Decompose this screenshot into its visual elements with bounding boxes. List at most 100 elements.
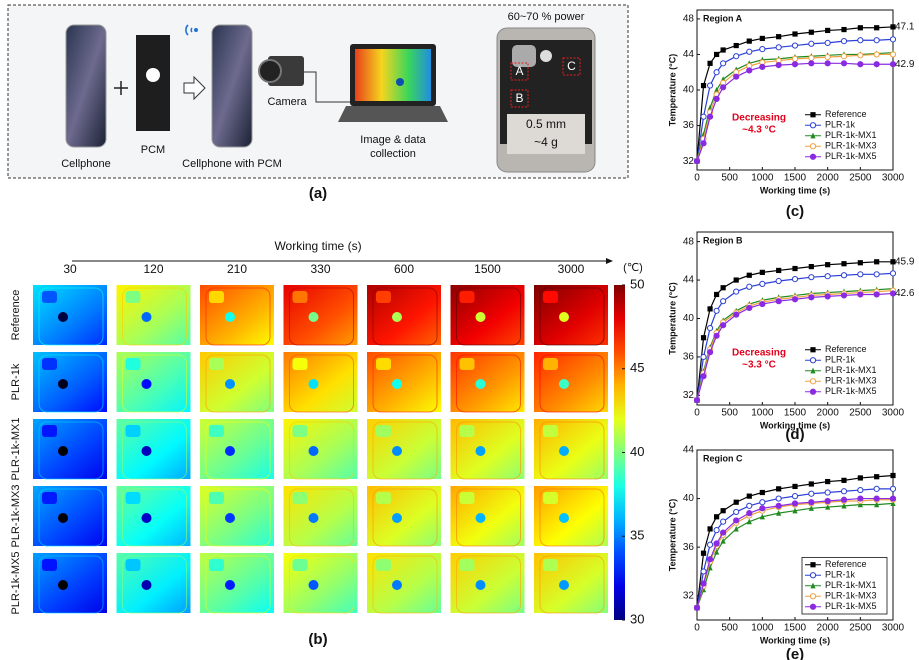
data-point bbox=[890, 271, 895, 276]
camera-spot bbox=[209, 291, 224, 303]
data-point bbox=[841, 61, 846, 66]
hole-spot bbox=[142, 513, 152, 523]
camera-spot bbox=[376, 492, 391, 504]
data-point bbox=[825, 294, 830, 299]
data-point bbox=[760, 47, 765, 52]
data-point bbox=[747, 511, 752, 516]
data-point bbox=[747, 494, 752, 499]
data-point bbox=[858, 25, 863, 30]
data-point bbox=[874, 474, 879, 479]
data-point bbox=[841, 39, 846, 44]
camera-spot bbox=[543, 492, 558, 504]
data-point bbox=[776, 34, 781, 39]
y-tick-label: 44 bbox=[683, 49, 695, 60]
data-point bbox=[809, 295, 814, 300]
hole-spot bbox=[58, 513, 68, 523]
end-label: 45.9 bbox=[895, 256, 915, 267]
y-axis-label: Temperature (°C) bbox=[667, 54, 677, 126]
hole-spot bbox=[476, 446, 486, 456]
label: 60~70 % power bbox=[508, 11, 585, 23]
data-point bbox=[792, 56, 797, 61]
data-point bbox=[734, 312, 739, 317]
data-point bbox=[734, 74, 739, 79]
camera-spot bbox=[460, 425, 475, 437]
y-tick-label: 36 bbox=[683, 542, 695, 553]
x-tick-label: 500 bbox=[721, 623, 738, 634]
legend-label: PLR-1k-MX5 bbox=[825, 151, 877, 161]
hole-spot bbox=[142, 446, 152, 456]
camera-spot bbox=[42, 425, 57, 437]
legend-label: PLR-1k-MX3 bbox=[825, 591, 877, 601]
hole-spot bbox=[309, 580, 319, 590]
y-tick-label: 44 bbox=[683, 445, 695, 456]
data-point bbox=[874, 52, 879, 57]
data-point bbox=[707, 350, 712, 355]
x-tick-label: 2000 bbox=[817, 173, 840, 184]
data-point bbox=[776, 486, 781, 491]
data-point bbox=[734, 54, 739, 59]
hole-spot bbox=[142, 580, 152, 590]
camera-spot bbox=[376, 425, 391, 437]
data-point bbox=[707, 114, 712, 119]
camera-spot bbox=[42, 559, 57, 571]
data-point bbox=[714, 514, 719, 519]
y-tick-label: 40 bbox=[683, 493, 695, 504]
data-point bbox=[734, 526, 739, 532]
x-tick-label: 0 bbox=[694, 408, 700, 419]
legend-marker bbox=[810, 594, 815, 599]
data-point bbox=[707, 306, 712, 311]
phone-icon bbox=[66, 25, 106, 147]
legend-label: PLR-1k-MX1 bbox=[825, 580, 877, 590]
legend-label: PLR-1k-MX1 bbox=[825, 365, 877, 375]
data-point bbox=[760, 270, 765, 275]
x-tick-label: 0 bbox=[694, 173, 700, 184]
data-point bbox=[825, 61, 830, 66]
data-point bbox=[721, 508, 726, 513]
x-tick-label: 1000 bbox=[751, 623, 774, 634]
legend-marker bbox=[810, 562, 815, 567]
hole-spot bbox=[309, 379, 319, 389]
panel-label: (b) bbox=[308, 631, 327, 648]
hole-spot bbox=[225, 312, 235, 322]
legend-label: Reference bbox=[825, 344, 867, 354]
hole-spot bbox=[476, 312, 486, 322]
y-tick-label: 48 bbox=[683, 14, 695, 25]
camera-spot bbox=[209, 358, 224, 370]
data-point bbox=[707, 61, 712, 66]
data-point bbox=[874, 292, 879, 297]
data-point bbox=[707, 526, 712, 531]
data-point bbox=[858, 292, 863, 297]
row-label: PLR-1k-MX3 bbox=[10, 485, 22, 548]
data-point bbox=[760, 301, 765, 306]
column-label: 3000 bbox=[558, 262, 585, 276]
data-point bbox=[858, 272, 863, 277]
data-point bbox=[841, 54, 846, 59]
data-point bbox=[792, 494, 797, 499]
x-tick-label: 1000 bbox=[751, 408, 774, 419]
panel-label: (d) bbox=[785, 426, 804, 443]
legend-label: PLR-1k-MX3 bbox=[825, 376, 877, 386]
data-point bbox=[747, 273, 752, 278]
row-label: Reference bbox=[10, 290, 22, 341]
data-point bbox=[809, 500, 814, 505]
data-point bbox=[825, 28, 830, 33]
arrow-head bbox=[606, 258, 613, 264]
camera-spot bbox=[126, 358, 141, 370]
data-point bbox=[792, 297, 797, 302]
camera-spot bbox=[209, 559, 224, 571]
hole-spot bbox=[392, 580, 402, 590]
legend-label: PLR-1k-MX1 bbox=[825, 130, 877, 140]
chart-title: Region A bbox=[703, 13, 743, 23]
legend-label: PLR-1k-MX3 bbox=[825, 141, 877, 151]
data-point bbox=[734, 277, 739, 282]
data-point bbox=[747, 305, 752, 310]
end-label: 42.9 bbox=[895, 59, 915, 70]
hole-spot bbox=[58, 446, 68, 456]
end-label: 47.1 bbox=[895, 22, 915, 33]
data-point bbox=[701, 114, 706, 119]
data-point bbox=[858, 53, 863, 58]
camera-spot bbox=[543, 425, 558, 437]
region-label: A bbox=[515, 64, 523, 78]
x-tick-label: 1000 bbox=[751, 173, 774, 184]
x-tick-label: 1500 bbox=[784, 408, 807, 419]
